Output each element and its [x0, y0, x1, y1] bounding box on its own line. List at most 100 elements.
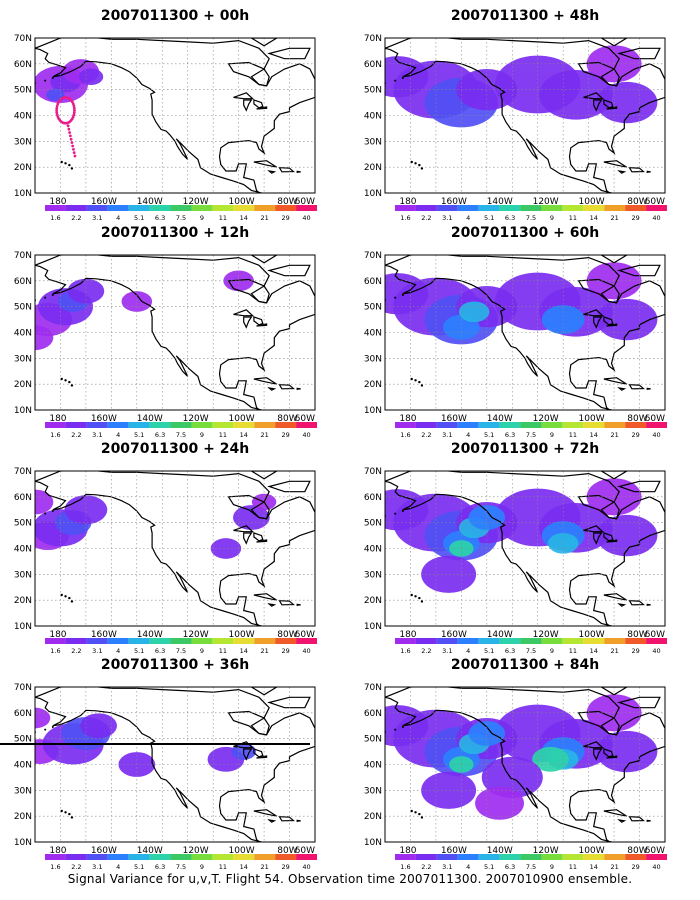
colorbar-label: 9 — [200, 431, 204, 439]
lon-label: 140W — [487, 414, 513, 424]
lon-label: 160W — [441, 630, 467, 640]
colorbar-swatch — [128, 638, 150, 644]
map-frame — [384, 254, 666, 411]
colorbar-label: 14 — [240, 647, 248, 655]
colorbar-label: 9 — [200, 214, 204, 222]
colorbar-swatch — [520, 422, 542, 428]
island-outline — [617, 264, 661, 277]
colorbar-label: 29 — [281, 863, 289, 871]
lat-label: 50N — [14, 86, 32, 96]
colorbar-label: 40 — [652, 431, 660, 439]
variance-contour — [223, 270, 254, 292]
colorbar-swatch — [45, 422, 66, 428]
colorbar-label: 9 — [550, 431, 554, 439]
graticule — [35, 38, 315, 193]
lake-outline — [583, 525, 605, 533]
colorbar-swatch — [233, 205, 255, 211]
island-dot — [418, 380, 421, 384]
lat-label: 50N — [364, 303, 382, 313]
island-outline — [617, 696, 661, 709]
variance-contour — [233, 505, 270, 530]
colorbar-label: 2.2 — [421, 214, 431, 222]
colorbar-swatch — [583, 854, 605, 860]
colorbar-label: 40 — [302, 863, 310, 871]
island-outline — [600, 687, 628, 696]
colorbar-swatch — [604, 638, 626, 644]
colorbar-label: 11 — [219, 214, 227, 222]
colorbar-label: 2.2 — [71, 863, 81, 871]
lake-outline — [233, 92, 255, 100]
hudson-bay-outline — [227, 278, 270, 304]
dropsonde-point — [72, 147, 75, 151]
colorbar-label: 40 — [652, 863, 660, 871]
colorbar-label: 5.1 — [484, 863, 494, 871]
colorbar-label: 11 — [219, 863, 227, 871]
lon-label: 60W — [295, 846, 315, 856]
lat-label: 50N — [364, 735, 382, 745]
island-outline — [250, 255, 278, 264]
colorbar-label: 40 — [302, 214, 310, 222]
variance-field — [35, 489, 277, 559]
lon-label: 100W — [579, 414, 605, 424]
lon-label: 60W — [645, 846, 665, 856]
colorbar-label: 2.2 — [421, 863, 431, 871]
variance-contour — [468, 721, 506, 746]
island-dot — [401, 510, 404, 513]
continent-outline — [35, 38, 315, 193]
colorbar-swatch — [583, 205, 605, 211]
lon-label: 180 — [399, 630, 416, 640]
colorbar-swatch — [149, 854, 171, 860]
dropsonde-point — [72, 151, 76, 155]
lat-label: 60N — [364, 493, 382, 503]
colorbar-swatch — [625, 638, 647, 644]
lat-label: 40N — [364, 112, 382, 122]
colorbar-label: 3.1 — [92, 214, 102, 222]
island-dot — [418, 596, 421, 600]
lake-outline — [233, 309, 255, 317]
colorbar-swatch — [395, 638, 416, 644]
island-outline — [603, 593, 628, 601]
map-frame — [34, 470, 316, 627]
map-00h: 70N 60N 50N 40N 30N 20N 10N 180 160W 140W 120W 100W… — [5, 28, 345, 223]
lat-label: 60N — [364, 60, 382, 70]
colorbar-swatch — [457, 422, 479, 428]
colorbar-swatch — [45, 205, 66, 211]
colorbar-label: 5.1 — [134, 431, 144, 439]
lon-label: 80W — [277, 414, 297, 424]
coastline — [385, 687, 665, 842]
continent-outline — [385, 687, 665, 842]
lat-label: 70N — [14, 34, 32, 44]
colorbar-swatch — [254, 422, 276, 428]
island-dot — [414, 379, 417, 382]
colorbar-label: 6.3 — [505, 863, 515, 871]
colorbar-swatch — [212, 205, 234, 211]
colorbar-label: 1.6 — [400, 863, 410, 871]
lon-label: 180 — [49, 197, 66, 207]
colorbar-swatch — [646, 854, 667, 860]
panel-48h: 2007011300 + 48h 70N 60N 50N 40N 30N 20N 10N 18… — [355, 8, 695, 223]
colorbar-label: 14 — [590, 431, 598, 439]
island-outline — [250, 38, 278, 47]
lon-label: 140W — [487, 630, 513, 640]
lon-label: 100W — [229, 414, 255, 424]
colorbar-swatch — [149, 205, 171, 211]
lon-label: 160W — [441, 846, 467, 856]
lake-outline — [593, 748, 603, 761]
island-outline — [278, 600, 295, 606]
variance-contour — [421, 771, 477, 809]
island-outline — [628, 167, 645, 173]
lake-outline — [583, 309, 605, 317]
map-36h: 70N 60N 50N 40N 30N 20N 10N 180 160W 140W 120W 100W… — [5, 677, 345, 872]
map-svg: 70N 60N 50N 40N 30N 20N 10N 180 160W 140W 120W 100W… — [14, 251, 317, 439]
colorbar-swatch — [436, 422, 458, 428]
hudson-bay-outline — [227, 710, 270, 736]
lon-label: 120W — [183, 630, 209, 640]
colorbar-swatch — [520, 205, 542, 211]
dropsonde-point — [55, 104, 59, 108]
island-dot — [410, 160, 413, 164]
graticule — [35, 471, 315, 626]
colorbar-label: 29 — [631, 647, 639, 655]
lake-outline — [243, 99, 253, 112]
island-dot — [64, 379, 67, 382]
island-outline — [296, 387, 301, 390]
